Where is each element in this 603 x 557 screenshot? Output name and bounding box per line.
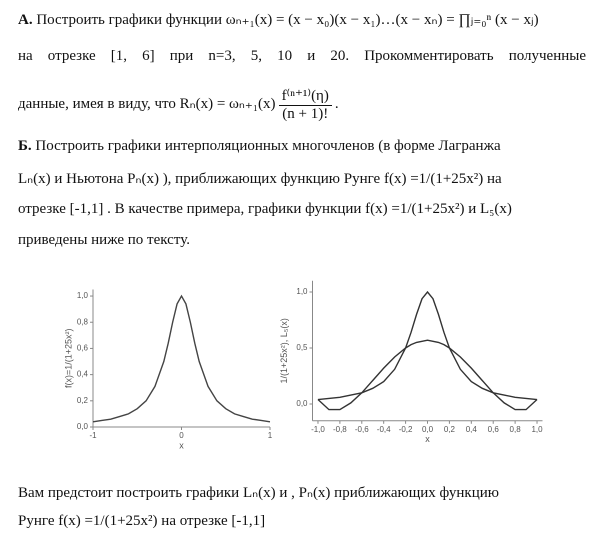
y-axis-label: 1/(1+25x²), L₅(x): [279, 318, 289, 383]
x-tick-label: 0,0: [422, 425, 434, 434]
denominator: (n + 1)!: [282, 106, 329, 122]
text: .: [334, 95, 339, 112]
line: А. Построить графики функции ωₙ₊₁(x) = (…: [18, 10, 539, 29]
label: Б.: [18, 138, 32, 154]
x-tick-label: 0: [179, 431, 184, 440]
x-tick-label: 0,8: [510, 425, 522, 434]
x-tick-label: -0,8: [333, 425, 347, 434]
x-tick-label: -1,0: [311, 425, 325, 434]
x-tick-label: 0,6: [488, 425, 500, 434]
label: А.: [18, 12, 33, 28]
series-line: [92, 294, 271, 423]
fraction: f⁽ⁿ⁺¹⁾(η) (n + 1)!: [278, 86, 332, 123]
y-tick-label: 1,0: [296, 287, 308, 296]
x-axis-label: x: [179, 440, 184, 450]
x-tick-label: 1,0: [531, 425, 543, 434]
y-tick-label: 0,6: [77, 344, 89, 353]
y-tick-label: 0,5: [296, 343, 308, 352]
numerator: f⁽ⁿ⁺¹⁾(η): [278, 86, 332, 106]
y-tick-label: 0,0: [77, 422, 89, 431]
line: Рунге f(x) =1/(1+25x²) на отрезке [-1,1]: [18, 513, 266, 529]
x-tick-label: -1: [89, 431, 97, 440]
line: Lₙ(x) и Ньютона Pₙ(x) ), приближающих фу…: [18, 171, 502, 187]
text: Построить графики функции ωₙ₊₁(x) = (x −…: [36, 12, 539, 28]
line: отрезке [-1,1] . В качестве примера, гра…: [18, 201, 512, 217]
x-tick-label: 1: [268, 431, 273, 440]
y-tick-label: 0,8: [77, 317, 89, 326]
x-tick-label: 0,4: [466, 425, 478, 434]
y-axis-label: f(x)=1/(1+25x²): [63, 328, 73, 388]
x-axis-label: x: [425, 434, 430, 444]
x-tick-label: -0,4: [377, 425, 391, 434]
line: Б. Построить графики интерполяционных мн…: [18, 138, 501, 155]
text: данные, имея в виду, что Rₙ(x) = ωₙ₊₁(x): [18, 95, 276, 112]
y-tick-label: 0,2: [77, 396, 89, 405]
y-tick-label: 1,0: [77, 291, 89, 300]
line: на отрезке [1, 6] при n=3, 5, 10 и 20. П…: [18, 48, 586, 64]
y-tick-label: 0,0: [296, 399, 308, 408]
line: приведены ниже по тексту.: [18, 232, 190, 248]
x-tick-label: 0,2: [444, 425, 456, 434]
y-tick-label: 0,4: [77, 370, 89, 379]
series-line: [317, 339, 538, 411]
series-line: [317, 290, 538, 401]
x-tick-label: -0,2: [399, 425, 413, 434]
x-tick-label: -0,6: [355, 425, 369, 434]
line: данные, имея в виду, что Rₙ(x) = ωₙ₊₁(x)…: [18, 86, 339, 123]
text: Построить графики интерполяционных много…: [35, 138, 501, 154]
line: Вам предстоит построить графики Lₙ(x) и …: [18, 485, 499, 501]
